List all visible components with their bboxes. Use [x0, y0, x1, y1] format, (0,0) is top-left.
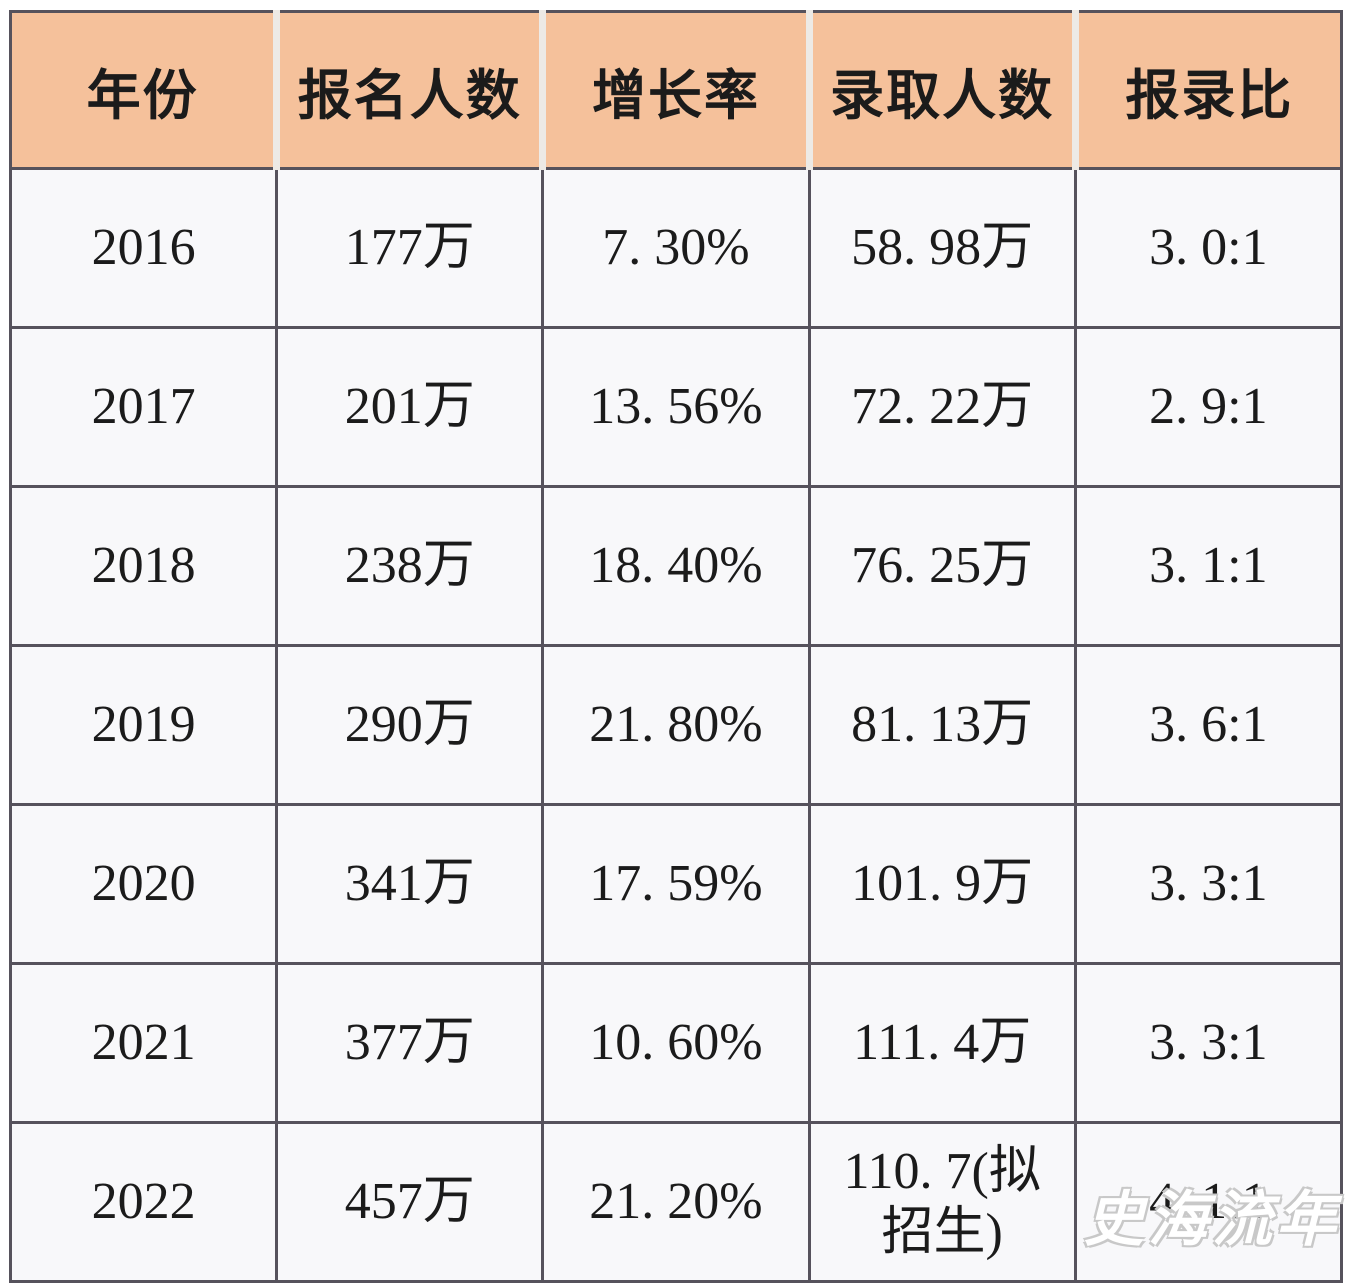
cell-growth-rate: 17. 59%: [541, 803, 811, 965]
cell-year: 2019: [8, 644, 279, 806]
table-row: 2021 377万 10. 60% 111. 4万 3. 3:1: [8, 962, 1344, 1124]
cell-admitted: 101. 9万: [807, 803, 1077, 965]
cell-growth-rate: 21. 80%: [541, 644, 811, 806]
cell-applicants: 238万: [275, 485, 545, 647]
table-body: 2016 177万 7. 30% 58. 98万 3. 0:1 2017 201万 13. 5…: [8, 167, 1344, 1283]
cell-applicants: 377万: [275, 962, 545, 1124]
header-row: 年份 报名人数 增长率 录取人数 报录比: [8, 10, 1344, 170]
cell-applicants: 457万: [275, 1121, 545, 1283]
cell-year: 2017: [8, 326, 279, 488]
table-row: 2019 290万 21. 80% 81. 13万 3. 6:1: [8, 644, 1344, 806]
cell-year: 2016: [8, 167, 279, 329]
cell-admitted: 110. 7(拟招生): [807, 1121, 1077, 1283]
cell-admitted: 111. 4万: [807, 962, 1077, 1124]
cell-applicants: 290万: [275, 644, 545, 806]
col-header-admitted: 录取人数: [805, 10, 1077, 170]
col-header-applicants: 报名人数: [273, 10, 545, 170]
enrollment-statistics-table: 年份 报名人数 增长率 录取人数 报录比 2016 177万 7. 30% 58. 98万 3.…: [8, 10, 1344, 1283]
table-row: 2016 177万 7. 30% 58. 98万 3. 0:1: [8, 167, 1344, 329]
cell-admitted: 58. 98万: [807, 167, 1077, 329]
cell-admitted: 81. 13万: [807, 644, 1077, 806]
cell-ratio: 3. 0:1: [1073, 167, 1344, 329]
col-header-ratio: 报录比: [1071, 10, 1344, 170]
table-row: 2022 457万 21. 20% 110. 7(拟招生) 4. 1:1: [8, 1121, 1344, 1283]
cell-ratio: 3. 6:1: [1073, 644, 1344, 806]
col-header-growth-rate: 增长率: [539, 10, 811, 170]
cell-admitted: 72. 22万: [807, 326, 1077, 488]
cell-applicants: 341万: [275, 803, 545, 965]
cell-growth-rate: 10. 60%: [541, 962, 811, 1124]
table-row: 2017 201万 13. 56% 72. 22万 2. 9:1: [8, 326, 1344, 488]
cell-year: 2018: [8, 485, 279, 647]
cell-ratio: 3. 3:1: [1073, 962, 1344, 1124]
cell-growth-rate: 13. 56%: [541, 326, 811, 488]
cell-ratio: 3. 1:1: [1073, 485, 1344, 647]
cell-ratio: 4. 1:1: [1073, 1121, 1344, 1283]
cell-ratio: 3. 3:1: [1073, 803, 1344, 965]
cell-ratio: 2. 9:1: [1073, 326, 1344, 488]
col-header-year: 年份: [8, 10, 279, 170]
table-header: 年份 报名人数 增长率 录取人数 报录比: [8, 10, 1344, 170]
cell-year: 2020: [8, 803, 279, 965]
cell-growth-rate: 7. 30%: [541, 167, 811, 329]
cell-admitted: 76. 25万: [807, 485, 1077, 647]
cell-year: 2022: [8, 1121, 279, 1283]
cell-applicants: 201万: [275, 326, 545, 488]
cell-applicants: 177万: [275, 167, 545, 329]
cell-growth-rate: 18. 40%: [541, 485, 811, 647]
cell-growth-rate: 21. 20%: [541, 1121, 811, 1283]
cell-year: 2021: [8, 962, 279, 1124]
table-row: 2020 341万 17. 59% 101. 9万 3. 3:1: [8, 803, 1344, 965]
table-row: 2018 238万 18. 40% 76. 25万 3. 1:1: [8, 485, 1344, 647]
